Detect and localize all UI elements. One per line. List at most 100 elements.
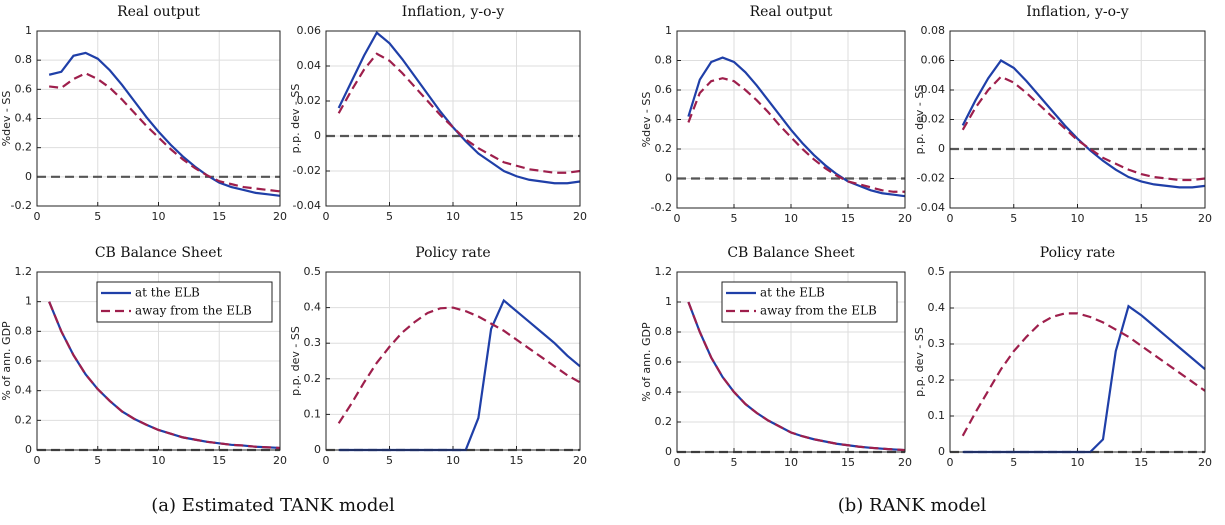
x-tick-label: 5 <box>386 454 393 467</box>
y-tick-label: 0.04 <box>921 83 946 96</box>
x-tick-label: 20 <box>273 210 287 223</box>
y-axis-label: p.p. dev - SS <box>913 327 926 397</box>
x-tick-label: 20 <box>573 210 587 223</box>
y-tick-label: 0.4 <box>15 384 33 397</box>
x-tick-label: 15 <box>1134 456 1148 469</box>
y-tick-label: -0.02 <box>917 172 945 185</box>
y-tick-label: 1.2 <box>655 265 673 278</box>
legend-label: away from the ELB <box>135 304 252 318</box>
y-tick-label: 0.6 <box>655 355 673 368</box>
y-tick-label: 1 <box>665 24 672 37</box>
series-line <box>961 75 1206 182</box>
x-tick-label: 10 <box>784 212 798 225</box>
y-tick-label: 0.1 <box>928 409 946 422</box>
y-axis-label: % of ann. GDP <box>640 322 653 402</box>
x-tick-label: 0 <box>34 454 41 467</box>
legend: at the ELB away from the ELB <box>721 281 898 323</box>
subplot: -0.04 -0.02 0 0.02 0.04 0.06 0.08 0 5 10 15 20 Infla… <box>913 4 1212 225</box>
y-tick-label: 0.2 <box>655 415 673 428</box>
subplot-title: CB Balance Sheet <box>95 245 223 261</box>
subplot-title: Inflation, y-o-y <box>402 4 504 20</box>
y-tick-label: 0 <box>25 443 32 456</box>
x-tick-label: 5 <box>386 210 393 223</box>
x-tick-label: 0 <box>34 210 41 223</box>
plot-frame <box>36 30 281 207</box>
y-tick-label: 0.8 <box>15 324 33 337</box>
subplot: 0 0.2 0.4 0.6 0.8 1 1.2 0 5 10 15 20 CB Balance Shee… <box>640 245 912 469</box>
y-tick-label: 0.4 <box>655 113 673 126</box>
subplot-title: Inflation, y-o-y <box>1026 4 1128 20</box>
series-line <box>687 301 906 452</box>
plot-frame <box>949 271 1206 453</box>
x-tick-label: 0 <box>323 454 330 467</box>
y-tick-label: 0.5 <box>928 265 946 278</box>
y-axis-label: p.p. dev - SS <box>289 326 302 396</box>
y-tick-label: 0 <box>314 129 321 142</box>
y-tick-label: 0.1 <box>304 407 322 420</box>
y-axis-label: %dev - SS <box>0 91 13 147</box>
y-tick-label: 0.4 <box>928 301 946 314</box>
x-tick-label: 10 <box>784 456 798 469</box>
subplot-title: Policy rate <box>415 245 490 261</box>
y-tick-label: 0 <box>938 445 945 458</box>
series-line <box>48 51 281 197</box>
legend-box <box>721 281 898 323</box>
y-tick-label: 0.2 <box>928 373 946 386</box>
y-tick-label: 0.08 <box>921 24 946 37</box>
y-tick-label: 0.6 <box>655 83 673 96</box>
series-line <box>961 312 1206 437</box>
subplot: 0 0.1 0.2 0.3 0.4 0.5 0 5 10 15 20 Policy rate p.p. … <box>289 245 587 467</box>
legend-label: at the ELB <box>135 286 200 300</box>
y-tick-label: 0.2 <box>15 413 33 426</box>
y-axis-label: %dev - SS <box>640 92 653 148</box>
x-tick-label: 5 <box>1010 212 1017 225</box>
plot-frame <box>676 30 906 209</box>
y-tick-label: 1 <box>25 295 32 308</box>
y-tick-label: 0.3 <box>304 336 322 349</box>
x-tick-label: 20 <box>573 454 587 467</box>
legend-box <box>96 281 273 323</box>
y-tick-label: 1.2 <box>15 265 33 278</box>
y-tick-label: 0.4 <box>655 385 673 398</box>
x-tick-label: 15 <box>212 454 226 467</box>
y-tick-label: 0.8 <box>15 53 33 66</box>
y-tick-label: -0.04 <box>917 201 945 214</box>
x-tick-label: 15 <box>510 454 524 467</box>
x-tick-label: 5 <box>1010 456 1017 469</box>
x-tick-label: 20 <box>1198 212 1212 225</box>
plot-frame <box>325 30 581 207</box>
x-tick-label: 0 <box>323 210 330 223</box>
y-tick-label: 0 <box>314 443 321 456</box>
x-tick-label: 15 <box>1134 212 1148 225</box>
x-tick-label: 5 <box>94 210 101 223</box>
y-tick-label: -0.02 <box>293 164 321 177</box>
x-tick-label: 10 <box>152 454 166 467</box>
y-axis-label: % of ann. GDP <box>0 321 13 401</box>
subplot: 0 0.1 0.2 0.3 0.4 0.5 0 5 10 15 20 Policy rate p.p. … <box>913 245 1212 469</box>
x-tick-label: 20 <box>273 454 287 467</box>
y-tick-label: 1 <box>25 24 32 37</box>
series-line <box>687 56 906 198</box>
x-tick-label: 10 <box>446 454 460 467</box>
x-tick-label: 20 <box>898 456 912 469</box>
subplot: 0 0.2 0.4 0.6 0.8 1 1.2 0 5 10 15 20 CB Balance Shee… <box>0 245 287 467</box>
x-tick-label: 10 <box>1071 212 1085 225</box>
y-tick-label: -0.2 <box>11 199 32 212</box>
x-tick-label: 20 <box>898 212 912 225</box>
y-tick-label: 0 <box>665 172 672 185</box>
x-tick-label: 0 <box>674 212 681 225</box>
x-tick-label: 20 <box>1198 456 1212 469</box>
series-line <box>687 77 905 193</box>
y-tick-label: 0.2 <box>655 142 673 155</box>
y-tick-label: 0.02 <box>921 113 946 126</box>
x-tick-label: 0 <box>947 456 954 469</box>
y-tick-label: 0.3 <box>928 337 946 350</box>
y-tick-label: 0.6 <box>15 82 33 95</box>
caption: (a) Estimated TANK model <box>151 495 395 516</box>
x-tick-label: 10 <box>446 210 460 223</box>
series-line <box>48 301 281 450</box>
y-tick-label: 0.6 <box>15 354 33 367</box>
y-tick-label: 0 <box>25 170 32 183</box>
